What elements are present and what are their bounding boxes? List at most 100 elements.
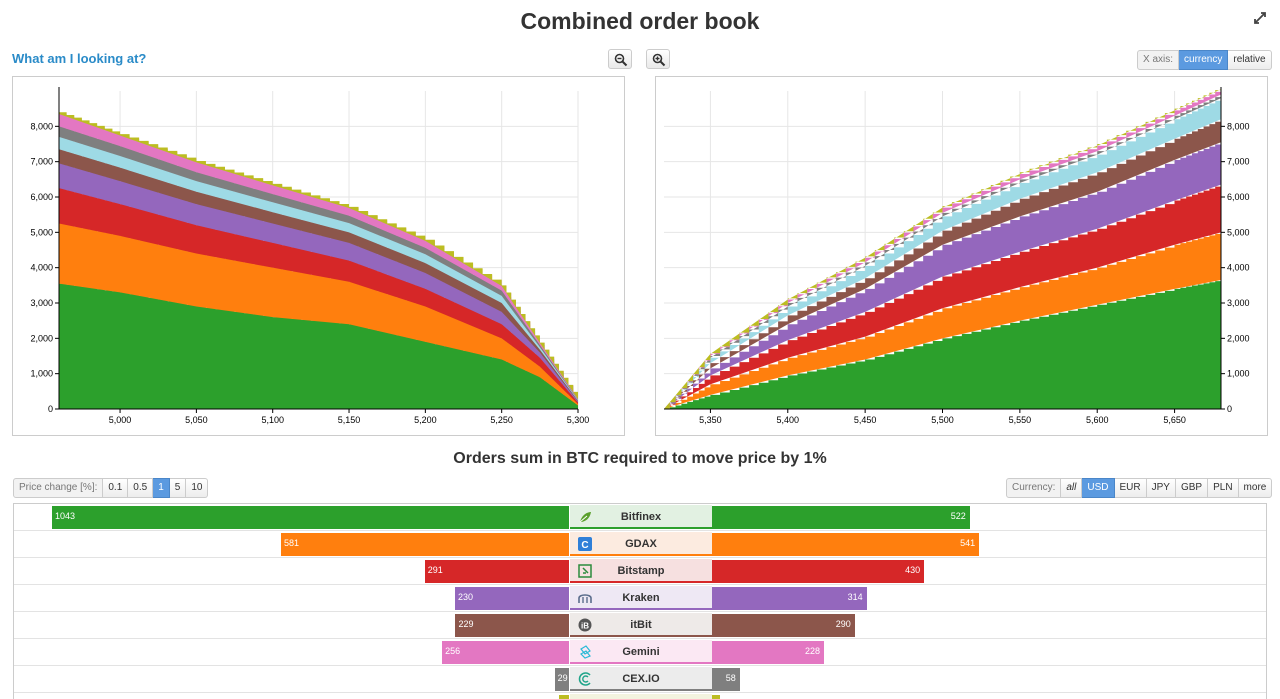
price-change-selector: Price change [%]: 0.1 0.5 1 5 10 (13, 478, 209, 498)
price-change-label: Price change [%]: (13, 478, 104, 498)
ask-value: 228 (804, 646, 821, 656)
currency-option[interactable]: all (1061, 478, 1083, 498)
table-row: 581 541 C GDAX (14, 531, 1266, 558)
bid-bar[interactable]: 229 (455, 614, 569, 637)
x-tick-label: 5,450 (854, 415, 877, 425)
price-change-option[interactable]: 5 (169, 478, 187, 498)
bid-bar[interactable]: 230 (454, 587, 569, 610)
depth-series-area[interactable] (59, 283, 578, 409)
depth-series-area[interactable] (664, 184, 1221, 409)
exchange-cell[interactable]: Gemini (570, 640, 712, 664)
exchange-cell[interactable] (570, 694, 712, 699)
exchange-cell[interactable]: iB itBit (570, 613, 712, 637)
x-tick-label: 5,500 (931, 415, 954, 425)
bid-value: 1043 (55, 511, 76, 521)
price-change-option[interactable]: 0.1 (103, 478, 129, 498)
bitstamp-icon (578, 564, 592, 578)
y-tick-label: 7,000 (30, 157, 53, 167)
asks-depth-chart-panel: 0 1,000 2,000 3,000 4,000 5,000 6,000 7,000 8,00… (655, 76, 1268, 436)
x-axis-option[interactable]: relative (1228, 50, 1272, 70)
x-tick-label: 5,150 (338, 415, 361, 425)
zoom-out-icon (614, 53, 628, 67)
ask-bar[interactable]: 541 (711, 533, 980, 556)
exchange-cell[interactable]: C GDAX (570, 532, 712, 556)
exchange-name: Gemini (622, 646, 660, 658)
bid-bar[interactable]: 29 (554, 668, 569, 691)
depth-series-area[interactable] (59, 149, 578, 402)
zoom-in-button[interactable] (646, 49, 670, 69)
table-row: 291 430 Bitstamp (14, 558, 1266, 585)
currency-option[interactable]: GBP (1175, 478, 1209, 498)
currency-option[interactable]: USD (1082, 478, 1115, 498)
bid-value: 291 (427, 565, 443, 575)
bid-value: 29 (557, 673, 568, 683)
x-tick-label: 5,100 (261, 415, 284, 425)
currency-label: Currency: (1006, 478, 1062, 498)
ask-bar[interactable]: 430 (711, 560, 925, 583)
ask-bar[interactable] (711, 695, 720, 699)
bid-bar[interactable]: 256 (442, 641, 569, 664)
currency-option[interactable]: PLN (1208, 478, 1239, 498)
depth-series-area[interactable] (59, 136, 578, 401)
y-tick-label: 3,000 (30, 298, 53, 308)
y-tick-label: 4,000 (30, 263, 53, 273)
x-tick-label: 5,400 (777, 415, 800, 425)
depth-series-area[interactable] (59, 188, 578, 405)
depth-series-area[interactable] (59, 113, 578, 400)
ask-bar[interactable]: 314 (711, 587, 867, 610)
x-tick-label: 5,250 (490, 415, 513, 425)
cexio-icon (578, 672, 591, 686)
bid-value: 256 (445, 646, 461, 656)
exchange-cell[interactable]: Bitfinex (570, 505, 712, 529)
expand-icon[interactable] (1252, 10, 1268, 26)
currency-option[interactable]: JPY (1146, 478, 1176, 498)
bid-bar[interactable] (559, 695, 569, 699)
bid-bar[interactable]: 1043 (52, 506, 569, 529)
bid-bar[interactable]: 291 (424, 560, 569, 583)
y-tick-label: 4,000 (1227, 263, 1250, 273)
table-row: 1043 522 Bitfinex (14, 504, 1266, 531)
y-tick-label: 2,000 (30, 333, 53, 343)
price-change-option[interactable]: 1 (153, 478, 170, 498)
depth-series-area[interactable] (664, 280, 1221, 409)
depth-series-area[interactable] (664, 98, 1221, 410)
table-row: 229 290 iB itBit (14, 612, 1266, 639)
depth-series-area[interactable] (59, 163, 578, 403)
price-change-option[interactable]: 0.5 (128, 478, 154, 498)
asks-depth-chart[interactable]: 0 1,000 2,000 3,000 4,000 5,000 6,000 7,000 8,00… (656, 77, 1267, 435)
ask-bar[interactable]: 58 (711, 668, 740, 691)
x-tick-label: 5,000 (109, 415, 132, 425)
svg-text:iB: iB (581, 622, 589, 631)
table-row: 256 228 Gemini (14, 639, 1266, 666)
depth-series-area[interactable] (664, 232, 1221, 409)
depth-series-area[interactable] (664, 119, 1221, 409)
bids-depth-chart[interactable]: 0 1,000 2,000 3,000 4,000 5,000 6,000 7,000 8,00… (13, 77, 624, 435)
depth-series-area[interactable] (664, 142, 1221, 409)
y-tick-label: 8,000 (30, 121, 53, 131)
y-tick-label: 1,000 (30, 369, 53, 379)
depth-series-area[interactable] (59, 223, 578, 406)
ask-bar[interactable]: 228 (711, 641, 825, 664)
help-link[interactable]: What am I looking at? (12, 51, 147, 66)
exchange-cell[interactable]: Kraken (570, 586, 712, 610)
ask-value: 290 (835, 619, 851, 629)
price-change-option[interactable]: 10 (186, 478, 209, 498)
exchange-cell[interactable]: CEX.IO (570, 667, 712, 691)
bid-bar[interactable]: 581 (281, 533, 569, 556)
ask-value: 522 (950, 511, 966, 521)
x-axis-toggle: X axis: currency relative (1137, 50, 1272, 70)
y-tick-label: 3,000 (1227, 298, 1250, 308)
y-tick-label: 6,000 (30, 192, 53, 202)
currency-selector: Currency: all USD EUR JPY GBP PLN more (1006, 478, 1273, 498)
y-tick-label: 0 (1227, 404, 1232, 414)
gdax-icon: C (578, 537, 592, 551)
currency-option[interactable]: more (1238, 478, 1273, 498)
ask-bar[interactable]: 522 (711, 506, 970, 529)
exchange-cell[interactable]: Bitstamp (570, 559, 712, 583)
zoom-out-button[interactable] (608, 49, 632, 69)
x-tick-label: 5,200 (414, 415, 437, 425)
x-axis-option[interactable]: currency (1179, 50, 1229, 70)
itbit-icon: iB (578, 618, 592, 632)
currency-option[interactable]: EUR (1114, 478, 1147, 498)
ask-bar[interactable]: 290 (711, 614, 855, 637)
